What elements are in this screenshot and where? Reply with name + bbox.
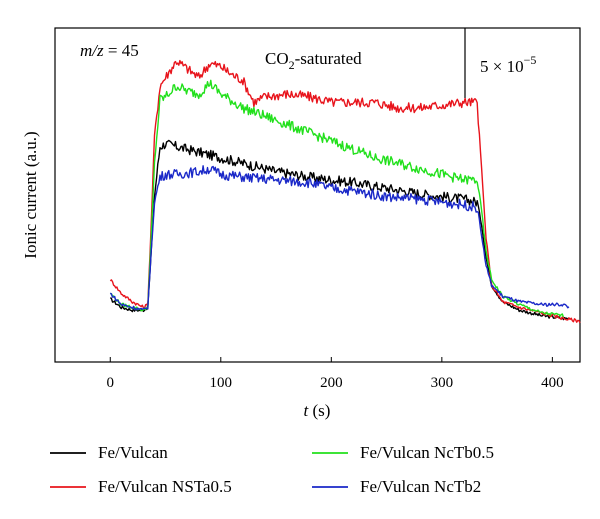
condition-annotation: CO2-saturated bbox=[265, 49, 362, 72]
legend-label: Fe/Vulcan NSTa0.5 bbox=[98, 477, 232, 496]
legend-label: Fe/Vulcan NcTb0.5 bbox=[360, 443, 494, 462]
x-tick-label: 200 bbox=[320, 375, 343, 391]
x-axis-title: t (s) bbox=[304, 401, 331, 420]
legend: Fe/Vulcan Fe/Vulcan NSTa0.5 Fe/Vulcan NcTb… bbox=[50, 443, 494, 496]
scale-annotation: 5 × 10−5 bbox=[480, 53, 536, 76]
legend-label: Fe/Vulcan bbox=[98, 443, 168, 462]
series-line bbox=[109, 59, 581, 324]
series-line bbox=[110, 79, 565, 318]
x-tick-label: 100 bbox=[210, 375, 233, 391]
x-tick-label: 0 bbox=[107, 375, 115, 391]
series-line bbox=[109, 165, 570, 311]
plot-frame bbox=[54, 27, 581, 363]
legend-label: Fe/Vulcan NcTb2 bbox=[360, 477, 481, 496]
x-tick-label: 300 bbox=[431, 375, 454, 391]
mz-annotation: m/z = 45 bbox=[80, 41, 139, 60]
x-tick-label: 400 bbox=[541, 375, 564, 391]
series-lines bbox=[109, 59, 581, 324]
y-axis-title: Ionic current (a.u.) bbox=[21, 131, 40, 258]
x-axis-ticks: 0 100 200 300 400 bbox=[107, 357, 564, 391]
